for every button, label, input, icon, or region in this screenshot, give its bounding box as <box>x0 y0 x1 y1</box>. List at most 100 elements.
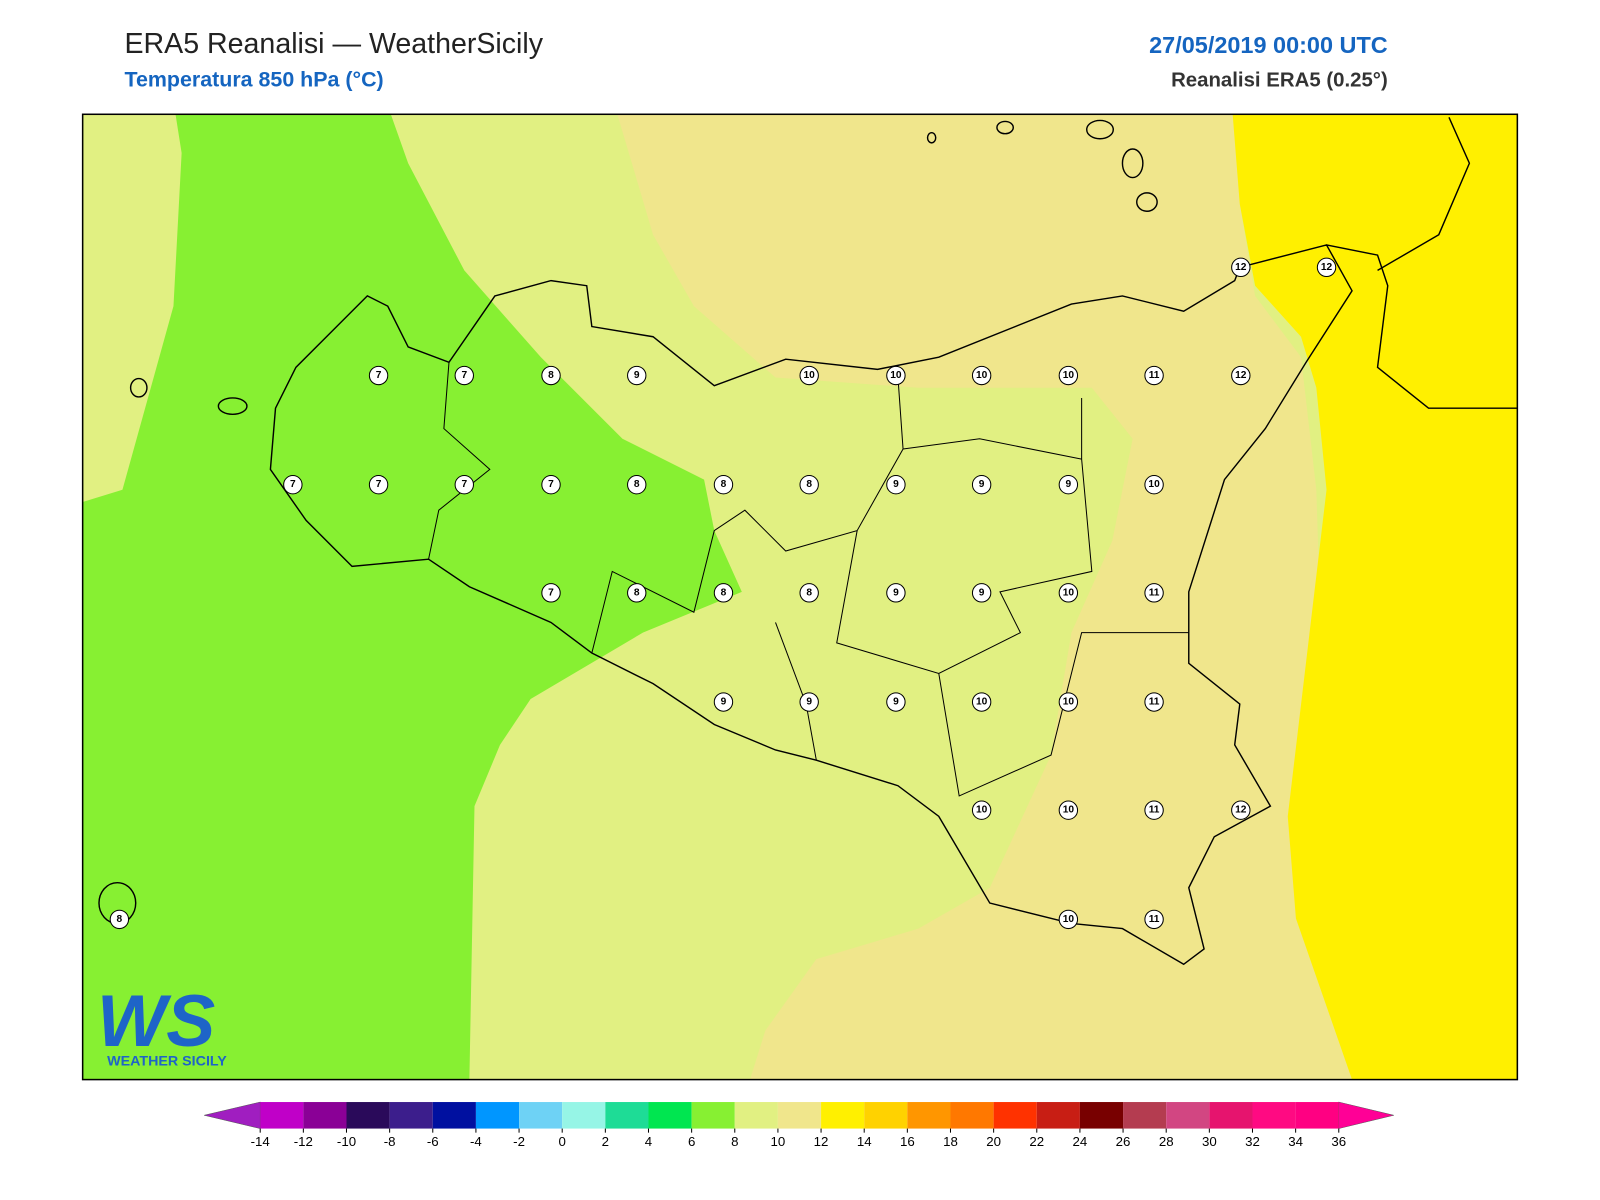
colorbar-bin <box>950 1102 994 1129</box>
station-marker <box>1144 800 1164 820</box>
station-marker <box>1144 692 1164 712</box>
station-value: 8 <box>548 370 554 381</box>
colorbar-bin <box>1209 1102 1253 1129</box>
logo-mark: WS <box>97 979 215 1062</box>
colorbar-bin <box>648 1102 692 1129</box>
colorbar-tick-label: 2 <box>602 1134 609 1149</box>
station-marker <box>1231 257 1251 278</box>
colorbar-bin <box>993 1102 1037 1129</box>
station-value: 12 <box>1235 805 1247 816</box>
station-marker <box>1058 909 1079 930</box>
station-value: 11 <box>1149 805 1160 816</box>
colorbar-tick-label: 34 <box>1288 1134 1303 1149</box>
colorbar-bin <box>777 1102 822 1129</box>
colorbar-bin <box>475 1102 520 1129</box>
colorbar-bin <box>821 1102 865 1129</box>
colorbar-tick-label: 36 <box>1331 1134 1346 1149</box>
colorbar-bin <box>1123 1102 1167 1129</box>
colorbar-bin <box>1036 1102 1080 1129</box>
station-value: 7 <box>548 479 554 490</box>
province-borders <box>428 362 1189 797</box>
station-value: 8 <box>806 587 812 598</box>
colorbar-bin <box>907 1102 951 1129</box>
colorbar-bin <box>260 1102 304 1129</box>
colorbar-bin <box>303 1102 347 1129</box>
station-value: 10 <box>1063 805 1075 816</box>
colorbar-bin <box>432 1102 476 1129</box>
station-value: 9 <box>721 697 727 708</box>
station-marker <box>971 475 992 495</box>
colorbar-bin <box>734 1102 778 1129</box>
colorbar: -14 -12 -10 -8 -6 -4 -2 0 2 4 6 8 10 12 14 16 18 20 22 24 26… <box>204 1101 1394 1149</box>
colorbar-tick-label: 32 <box>1245 1134 1260 1149</box>
station-value: 7 <box>461 479 467 490</box>
station-marker <box>541 583 561 603</box>
colorbar-bin <box>1166 1102 1210 1129</box>
colorbar-tick-label: 4 <box>645 1134 652 1149</box>
colorbar-bin <box>389 1102 433 1129</box>
station-marker <box>1058 475 1079 495</box>
station-value: 9 <box>893 587 899 598</box>
station-value: 10 <box>1063 587 1075 598</box>
station-marker <box>713 692 734 712</box>
title: ERA5 Reanalisi — WeatherSicily <box>124 28 543 60</box>
colorbar-tick-label: 0 <box>559 1134 566 1149</box>
station-value: 7 <box>376 370 382 381</box>
colorbar-tick-label: 26 <box>1116 1134 1131 1149</box>
station-marker <box>799 583 819 603</box>
station-value: 10 <box>976 370 988 381</box>
colorbar-bin <box>605 1102 649 1129</box>
station-value: 8 <box>117 914 123 925</box>
colorbar-tick-label: 12 <box>814 1134 829 1149</box>
station-marker <box>1058 692 1079 712</box>
station-value: 9 <box>893 479 899 490</box>
colorbar-bin <box>691 1102 735 1129</box>
station-marker <box>1231 800 1251 820</box>
station-marker <box>971 800 992 820</box>
colorbar-bin <box>1252 1102 1296 1129</box>
station-marker <box>627 583 647 603</box>
station-value: 11 <box>1149 587 1160 598</box>
colorbar-bin <box>519 1102 563 1129</box>
station-value: 10 <box>1063 370 1075 381</box>
station-value: 7 <box>548 587 554 598</box>
station-value: 9 <box>979 587 985 598</box>
field-10-12 <box>617 114 1353 1080</box>
field-6-8 <box>82 114 742 1080</box>
station-value: 10 <box>976 805 988 816</box>
island <box>926 131 937 144</box>
subtitle: Temperatura 850 hPa (°C) <box>124 68 383 92</box>
colorbar-tick-label: 30 <box>1202 1134 1217 1149</box>
station-marker <box>454 475 474 495</box>
colorbar-tick-label: 14 <box>857 1134 872 1149</box>
field-12-14 <box>1232 114 1518 1080</box>
station-marker <box>1144 583 1164 603</box>
station-marker <box>368 365 389 386</box>
station-marker <box>368 475 389 495</box>
colorbar-tick-label: 28 <box>1159 1134 1174 1149</box>
station-value: 8 <box>806 479 812 490</box>
station-value: 9 <box>979 479 985 490</box>
station-marker <box>1316 257 1337 278</box>
station-value: 9 <box>806 697 812 708</box>
station-value: 11 <box>1149 697 1160 708</box>
station-marker <box>886 583 906 603</box>
station-value: 8 <box>721 479 727 490</box>
colorbar-over <box>1338 1101 1394 1129</box>
station-marker <box>886 475 906 495</box>
station-value: 10 <box>1148 479 1160 490</box>
island <box>1136 192 1158 212</box>
colorbar-tick-label: -14 <box>251 1134 270 1149</box>
calabria-coast <box>1326 117 1518 409</box>
station-marker <box>283 475 303 495</box>
station-value: 7 <box>376 479 382 490</box>
station-marker <box>713 475 734 495</box>
map-area: 12 12 7 7 8 9 10 10 10 10 11 12 7 7 7 7 8 8 8 9 9 9 10 7 8 8 8 9 9 10… <box>82 114 1518 1080</box>
coastlines <box>98 117 1518 966</box>
station-marker <box>1058 583 1079 603</box>
colorbar-tick-label: 18 <box>943 1134 958 1149</box>
source: Reanalisi ERA5 (0.25°) <box>1171 70 1388 92</box>
station-marker <box>971 692 992 712</box>
station-marker <box>541 475 561 495</box>
station-marker <box>627 475 647 495</box>
